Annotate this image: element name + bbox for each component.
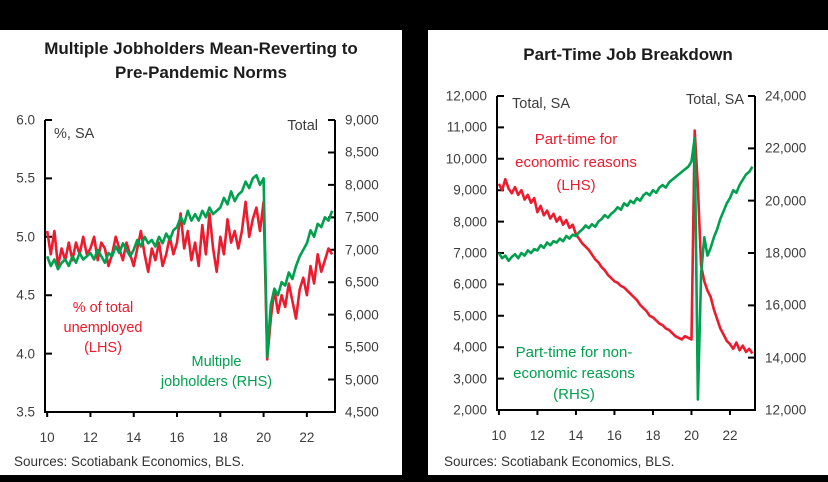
y-axis-right-tick-label: 5,500	[345, 339, 379, 355]
x-axis-tick-label: 20	[256, 430, 272, 445]
y-axis-right-tick-label: 22,000	[765, 140, 807, 156]
y-axis-left-tick-label: 8,000	[453, 214, 487, 230]
axis	[496, 95, 756, 415]
y-axis-left-tick-label: 7,000	[453, 245, 487, 261]
source-note: Sources: Scotiabank Economics, BLS.	[444, 454, 675, 469]
x-axis-tick-label: 20	[683, 428, 699, 443]
series-label-line: unemployed	[63, 320, 143, 336]
line-chart	[44, 119, 336, 417]
y-axis-left-tick-label: 5,000	[453, 308, 487, 324]
series-line-green	[497, 136, 754, 401]
series-label-line: Part-time for non-	[515, 344, 633, 361]
x-axis-tick-label: 22	[299, 430, 315, 445]
series-label-line: Multiple	[191, 354, 242, 370]
chart-title-line2: Pre-Pandemic Norms	[115, 63, 287, 82]
x-axis-tick-label: 12	[529, 428, 545, 443]
y-axis-right-tick-label: 6,000	[345, 307, 379, 323]
left-axis-unit-label: %, SA	[54, 126, 95, 142]
y-axis-right-tick-label: 8,500	[345, 144, 379, 160]
y-axis-right-tick-label: 6,500	[345, 274, 379, 290]
y-axis-left-tick-label: 9,000	[453, 182, 487, 198]
y-axis-right-tick-label: 18,000	[765, 245, 807, 261]
top-bar	[0, 0, 828, 30]
y-axis-right-tick-label: 12,000	[765, 402, 807, 418]
series-label-line: Part-time for	[534, 131, 618, 148]
y-axis-left-tick-label: 11,000	[446, 119, 487, 135]
y-axis-right-tick-label: 4,500	[345, 404, 379, 420]
right-axis-unit-label: Total	[287, 118, 318, 134]
y-axis-right-tick-label: 20,000	[765, 193, 807, 209]
y-axis-right-tick-label: 14,000	[765, 350, 807, 366]
chart-title-line1: Multiple Jobholders Mean-Reverting to	[44, 39, 358, 58]
x-axis-tick-label: 22	[722, 428, 738, 443]
y-axis-left-tick-label: 2,000	[453, 402, 487, 418]
y-axis-right-tick-label: 8,000	[345, 177, 379, 193]
chart-panel-multiple-jobholders: Multiple Jobholders Mean-Reverting to Pre…	[0, 30, 402, 475]
series-line-red	[497, 129, 754, 355]
series-label-line: (RHS)	[553, 386, 595, 403]
series-line-green	[45, 173, 334, 359]
x-axis-tick-label: 16	[606, 428, 622, 443]
left-axis-unit-label: Total, SA	[512, 96, 571, 112]
y-axis-left-tick-label: 10,000	[445, 151, 487, 167]
y-axis-right-tick-label: 7,500	[345, 209, 379, 225]
chart-title: Multiple Jobholders Mean-Reverting to Pre…	[0, 37, 402, 85]
chart-title: Part-Time Job Breakdown	[523, 45, 733, 64]
y-axis-left-tick-label: 6,000	[453, 276, 487, 292]
series-label-unemployed: % of total unemployed (LHS)	[28, 298, 178, 358]
series-line-red	[45, 200, 334, 361]
series-label-line: jobholders (RHS)	[160, 374, 273, 390]
x-axis-tick-label: 10	[491, 428, 507, 443]
series-label-line: % of total	[72, 300, 134, 316]
y-axis-left-tick-label: 6.0	[16, 112, 35, 128]
panel-divider	[402, 30, 428, 475]
series-label-non-economic-reasons: Part-time for non- economic reasons (RHS…	[483, 342, 665, 405]
y-axis-left-tick-label: 3.5	[16, 404, 35, 420]
axis	[44, 119, 336, 417]
series-label-line: economic reasons	[513, 365, 635, 382]
series-label-line: economic reasons	[515, 154, 637, 171]
line-chart	[496, 95, 756, 415]
series-label-economic-reasons: Part-time for economic reasons (LHS)	[486, 128, 666, 197]
right-axis-unit-label: Total, SA	[685, 92, 744, 108]
y-axis-left-tick-label: 5.5	[16, 170, 35, 186]
y-axis-right-tick-label: 16,000	[765, 297, 807, 313]
bottom-bar	[0, 475, 828, 482]
y-axis-right-tick-label: 5,000	[345, 372, 379, 388]
chart-panel-part-time: Part-Time Job Breakdown Total, SA Total,…	[428, 30, 828, 475]
y-axis-left-tick-label: 4,000	[453, 339, 487, 355]
x-axis-tick-label: 14	[568, 428, 584, 443]
source-note: Sources: Scotiabank Economics, BLS.	[14, 454, 245, 469]
series-label-line: (LHS)	[556, 177, 596, 194]
x-axis-tick-label: 18	[212, 430, 228, 445]
y-axis-right-tick-label: 9,000	[345, 112, 379, 128]
x-axis-tick-label: 10	[39, 430, 55, 445]
x-axis-tick-label: 12	[82, 430, 98, 445]
y-axis-left-tick-label: 12,000	[445, 88, 487, 104]
series-label-multiple-jobholders: Multiple jobholders (RHS)	[134, 352, 299, 392]
series-label-line: (LHS)	[84, 340, 122, 356]
y-axis-right-tick-label: 7,000	[345, 242, 379, 258]
x-axis-tick-label: 14	[126, 430, 142, 445]
y-axis-left-tick-label: 5.0	[16, 229, 35, 245]
y-axis-left-tick-label: 4.0	[16, 346, 35, 362]
y-axis-right-tick-label: 24,000	[765, 88, 807, 104]
y-axis-left-tick-label: 4.5	[16, 287, 35, 303]
y-axis-left-tick-label: 3,000	[453, 371, 487, 387]
x-axis-tick-label: 16	[169, 430, 185, 445]
x-axis-tick-label: 18	[645, 428, 661, 443]
